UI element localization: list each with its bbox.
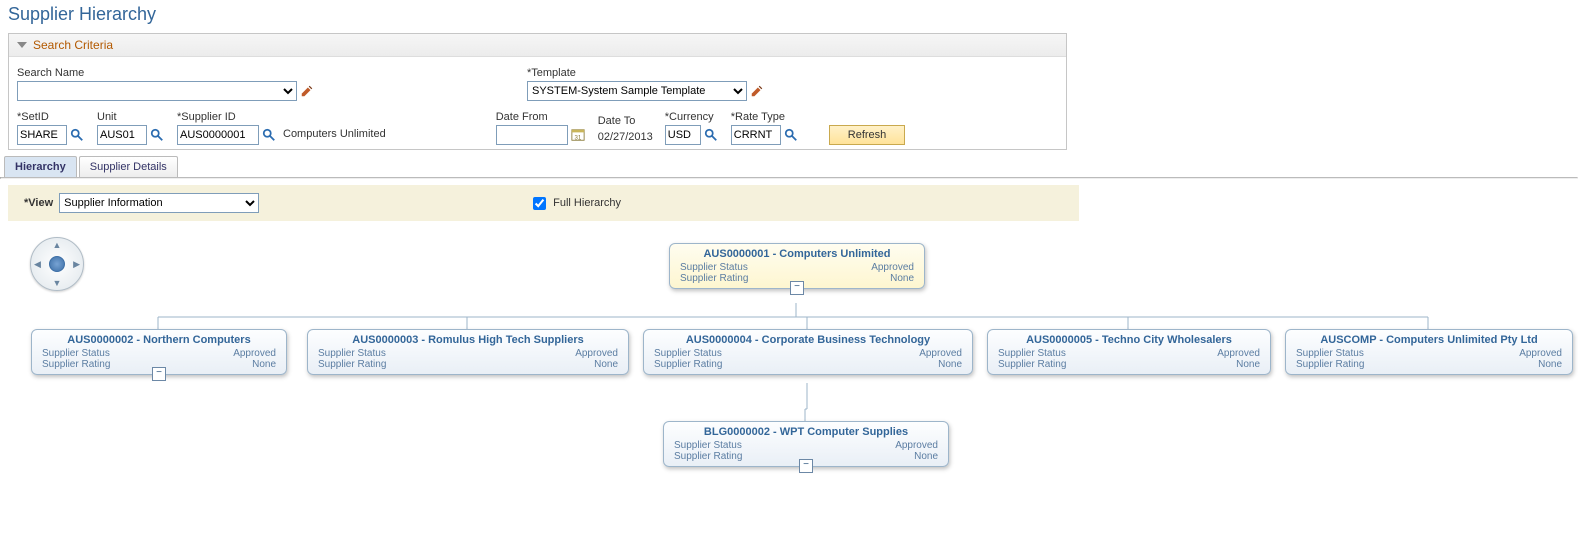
hierarchy-node[interactable]: AUS0000002 - Northern ComputersSupplier … bbox=[31, 329, 287, 375]
date-to-label: Date To bbox=[598, 115, 653, 127]
node-title: AUSCOMP - Computers Unlimited Pty Ltd bbox=[1286, 330, 1572, 348]
node-title: AUS0000004 - Corporate Business Technolo… bbox=[644, 330, 972, 348]
collapse-icon bbox=[17, 42, 27, 48]
node-rating-label: Supplier Rating bbox=[1296, 359, 1364, 370]
node-status-label: Supplier Status bbox=[998, 348, 1066, 359]
hierarchy-node[interactable]: AUSCOMP - Computers Unlimited Pty LtdSup… bbox=[1285, 329, 1573, 375]
setid-input[interactable] bbox=[17, 125, 67, 145]
search-name-select[interactable] bbox=[17, 81, 297, 101]
node-title: AUS0000001 - Computers Unlimited bbox=[670, 244, 924, 262]
supplier-id-desc: Computers Unlimited bbox=[279, 128, 386, 142]
calendar-icon[interactable]: 31 bbox=[570, 127, 586, 143]
node-rating-value: None bbox=[1236, 359, 1260, 370]
lookup-icon[interactable] bbox=[149, 127, 165, 143]
node-rating-label: Supplier Rating bbox=[680, 273, 748, 284]
currency-label: *Currency bbox=[665, 111, 719, 123]
svg-text:31: 31 bbox=[574, 134, 581, 141]
currency-input[interactable] bbox=[665, 125, 701, 145]
hierarchy-diagram: ▲ ▼ ◀ ▶ AUS0000001 - Computers Unlimited… bbox=[8, 237, 1570, 517]
view-select[interactable]: Supplier Information bbox=[59, 193, 259, 213]
tab-supplier-details[interactable]: Supplier Details bbox=[79, 156, 178, 177]
collapse-node-icon[interactable]: − bbox=[799, 459, 813, 473]
full-hierarchy-label: Full Hierarchy bbox=[553, 197, 621, 209]
lookup-icon[interactable] bbox=[261, 127, 277, 143]
node-status-label: Supplier Status bbox=[318, 348, 386, 359]
node-status-value: Approved bbox=[1217, 348, 1260, 359]
node-title: AUS0000005 - Techno City Wholesalers bbox=[988, 330, 1270, 348]
template-select[interactable]: SYSTEM-System Sample Template bbox=[527, 81, 747, 101]
setid-label: *SetID bbox=[17, 111, 85, 123]
tab-hierarchy[interactable]: Hierarchy bbox=[4, 156, 77, 177]
node-rating-value: None bbox=[914, 451, 938, 462]
node-rating-label: Supplier Rating bbox=[998, 359, 1066, 370]
lookup-icon[interactable] bbox=[703, 127, 719, 143]
hierarchy-node[interactable]: AUS0000005 - Techno City WholesalersSupp… bbox=[987, 329, 1271, 375]
node-status-label: Supplier Status bbox=[674, 440, 742, 451]
rate-type-input[interactable] bbox=[731, 125, 781, 145]
node-title: AUS0000002 - Northern Computers bbox=[32, 330, 286, 348]
search-name-label: Search Name bbox=[17, 67, 317, 79]
node-title: AUS0000003 - Romulus High Tech Suppliers bbox=[308, 330, 628, 348]
edit-icon[interactable] bbox=[749, 83, 765, 99]
template-label: *Template bbox=[527, 67, 787, 79]
unit-input[interactable] bbox=[97, 125, 147, 145]
node-status-label: Supplier Status bbox=[680, 262, 748, 273]
node-rating-value: None bbox=[1538, 359, 1562, 370]
collapse-node-icon[interactable]: − bbox=[790, 281, 804, 295]
lookup-icon[interactable] bbox=[69, 127, 85, 143]
supplier-id-label: *Supplier ID bbox=[177, 111, 386, 123]
hierarchy-node[interactable]: BLG0000002 - WPT Computer SuppliesSuppli… bbox=[663, 421, 949, 467]
node-rating-value: None bbox=[938, 359, 962, 370]
node-rating-label: Supplier Rating bbox=[318, 359, 386, 370]
node-status-value: Approved bbox=[919, 348, 962, 359]
node-status-value: Approved bbox=[895, 440, 938, 451]
node-rating-value: None bbox=[890, 273, 914, 284]
search-criteria-section: Search Criteria Search Name *Template SY… bbox=[8, 33, 1067, 150]
unit-label: Unit bbox=[97, 111, 165, 123]
edit-icon[interactable] bbox=[299, 83, 315, 99]
view-label: *View bbox=[24, 197, 53, 209]
node-status-value: Approved bbox=[871, 262, 914, 273]
node-rating-label: Supplier Rating bbox=[674, 451, 742, 462]
node-rating-label: Supplier Rating bbox=[42, 359, 110, 370]
node-title: BLG0000002 - WPT Computer Supplies bbox=[664, 422, 948, 440]
refresh-button[interactable]: Refresh bbox=[829, 125, 906, 145]
node-status-label: Supplier Status bbox=[1296, 348, 1364, 359]
node-status-value: Approved bbox=[233, 348, 276, 359]
node-rating-value: None bbox=[594, 359, 618, 370]
date-from-label: Date From bbox=[496, 111, 586, 123]
full-hierarchy-checkbox[interactable] bbox=[533, 197, 546, 210]
page-title: Supplier Hierarchy bbox=[8, 4, 1570, 25]
node-rating-label: Supplier Rating bbox=[654, 359, 722, 370]
hierarchy-node[interactable]: AUS0000003 - Romulus High Tech Suppliers… bbox=[307, 329, 629, 375]
hierarchy-node[interactable]: AUS0000001 - Computers UnlimitedSupplier… bbox=[669, 243, 925, 289]
search-criteria-header[interactable]: Search Criteria bbox=[9, 34, 1066, 57]
lookup-icon[interactable] bbox=[783, 127, 799, 143]
node-status-label: Supplier Status bbox=[42, 348, 110, 359]
date-from-input[interactable] bbox=[496, 125, 568, 145]
date-to-value: 02/27/2013 bbox=[598, 129, 653, 145]
section-title: Search Criteria bbox=[33, 38, 113, 52]
rate-type-label: *Rate Type bbox=[731, 111, 799, 123]
view-bar: *View Supplier Information Full Hierarch… bbox=[8, 185, 1079, 221]
node-status-value: Approved bbox=[575, 348, 618, 359]
tabstrip: Hierarchy Supplier Details bbox=[4, 156, 1578, 177]
node-status-label: Supplier Status bbox=[654, 348, 722, 359]
supplier-id-input[interactable] bbox=[177, 125, 259, 145]
hierarchy-node[interactable]: AUS0000004 - Corporate Business Technolo… bbox=[643, 329, 973, 375]
node-rating-value: None bbox=[252, 359, 276, 370]
node-status-value: Approved bbox=[1519, 348, 1562, 359]
collapse-node-icon[interactable]: − bbox=[152, 367, 166, 381]
